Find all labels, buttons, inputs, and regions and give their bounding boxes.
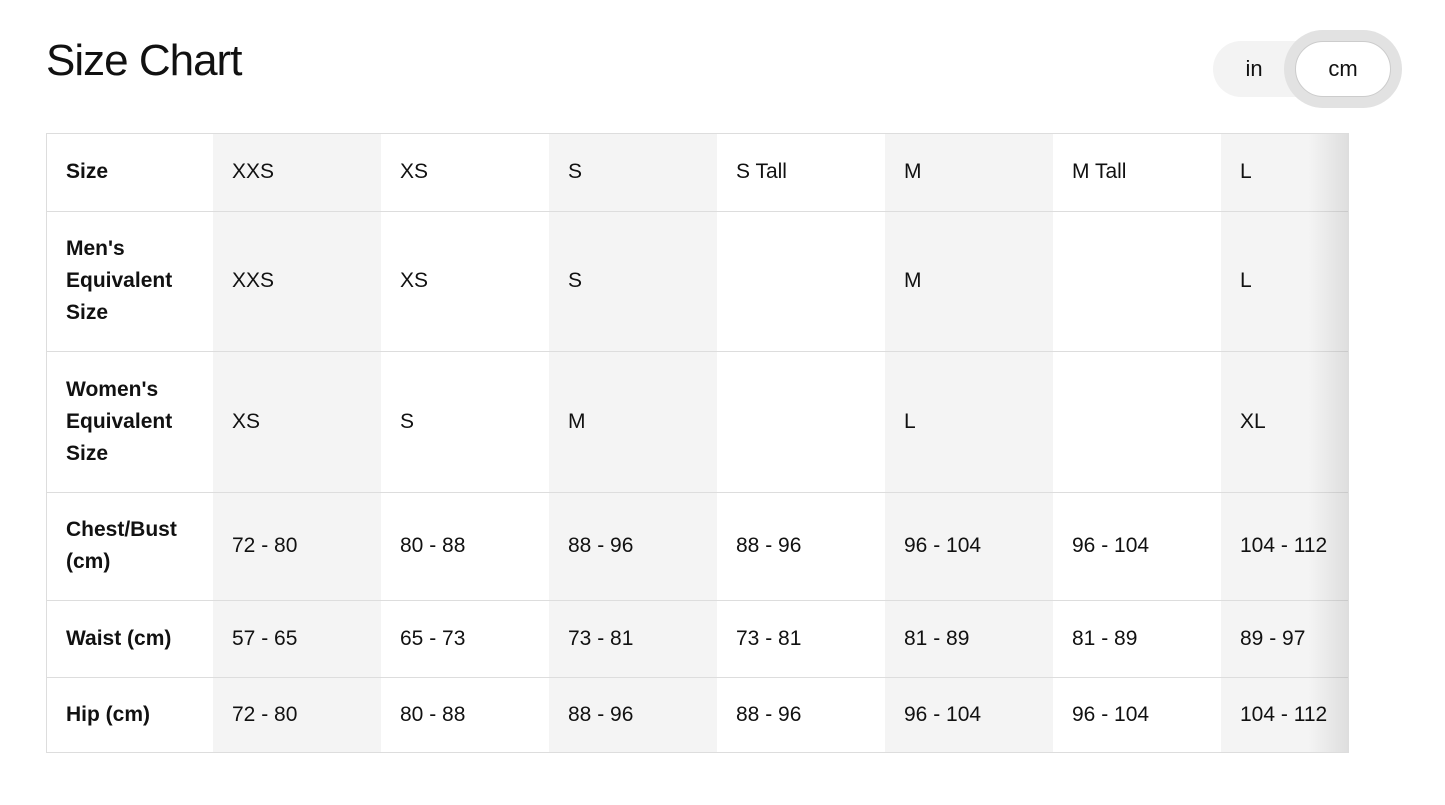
table-cell: L <box>885 351 1053 493</box>
table-row: Chest/Bust (cm) 72 - 80 80 - 88 88 - 96 88 -… <box>47 492 1348 601</box>
table-cell: XS <box>213 351 381 493</box>
row-label: Size <box>47 134 213 212</box>
table-cell: 81 - 89 <box>1053 600 1221 678</box>
table-row: Women's Equivalent Size XS S M L XL <box>47 351 1348 493</box>
table-cell: XL <box>1221 351 1348 493</box>
table-cell: 80 - 88 <box>381 492 549 601</box>
table-row: Waist (cm) 57 - 65 65 - 73 73 - 81 73 - 81 81… <box>47 600 1348 678</box>
table-cell: S <box>549 134 717 212</box>
table-cell: XXS <box>213 211 381 352</box>
table-cell: L <box>1221 134 1348 212</box>
table-cell: 96 - 104 <box>1072 703 1150 727</box>
table-cell: 88 - 96 <box>717 492 885 601</box>
table-cell: 88 - 96 <box>549 492 717 601</box>
table-cell: 96 - 104 <box>885 492 1053 601</box>
size-table-scroll[interactable]: Size XXS XS S S Tall M M Tall L Men's Equivalent… <box>46 133 1349 753</box>
table-cell: 89 - 97 <box>1221 600 1348 678</box>
size-table: Size XXS XS S S Tall M M Tall L Men's Equivalent… <box>47 134 1348 752</box>
table-cell: M <box>885 134 1053 212</box>
row-label: Chest/Bust (cm) <box>47 492 213 601</box>
table-cell: 104 - 112 <box>1221 492 1348 601</box>
table-cell: 72 - 80 <box>213 492 381 601</box>
unit-in-button[interactable]: in <box>1245 56 1263 81</box>
table-cell <box>1053 351 1221 493</box>
table-cell: S <box>381 351 549 493</box>
table-cell: S Tall <box>717 134 885 212</box>
table-cell: 57 - 65 <box>213 600 381 678</box>
table-cell: 73 - 81 <box>717 600 885 678</box>
table-cell: XS <box>381 134 549 212</box>
table-cell: XXS <box>213 134 381 212</box>
row-label: Men's Equivalent Size <box>47 211 213 352</box>
table-cell: 65 - 73 <box>381 600 549 678</box>
table-cell: 80 - 88 <box>400 703 466 727</box>
table-cell: M <box>549 351 717 493</box>
table-cell <box>1053 211 1221 352</box>
table-cell: S <box>549 211 717 352</box>
unit-toggle[interactable]: in cm <box>1213 41 1391 97</box>
row-label: Waist (cm) <box>47 600 213 678</box>
table-row: Hip (cm) 72 - 80 80 - 88 88 - 96 88 - 96 96 -… <box>47 677 1348 752</box>
table-cell <box>717 211 885 352</box>
table-cell: 104 - 112 <box>1221 677 1348 752</box>
table-row: Men's Equivalent Size XXS XS S M L <box>47 211 1348 352</box>
table-cell: 73 - 81 <box>549 600 717 678</box>
table-cell: 96 - 104 <box>885 677 1053 752</box>
table-cell: 88 - 96 <box>736 703 802 727</box>
table-row: Size XXS XS S S Tall M M Tall L <box>47 134 1348 212</box>
table-cell: 81 - 89 <box>885 600 1053 678</box>
table-cell: XS <box>381 211 549 352</box>
table-cell: 72 - 80 <box>213 677 381 752</box>
page-title: Size Chart <box>46 36 242 85</box>
table-cell: 88 - 96 <box>549 677 717 752</box>
table-cell: 96 - 104 <box>1053 492 1221 601</box>
row-label: Hip (cm) <box>66 703 150 727</box>
row-label: Women's Equivalent Size <box>47 351 213 493</box>
table-cell: L <box>1221 211 1348 352</box>
table-cell <box>717 351 885 493</box>
table-cell: M Tall <box>1053 134 1221 212</box>
unit-cm-button[interactable]: cm <box>1295 41 1391 97</box>
table-cell: M <box>885 211 1053 352</box>
